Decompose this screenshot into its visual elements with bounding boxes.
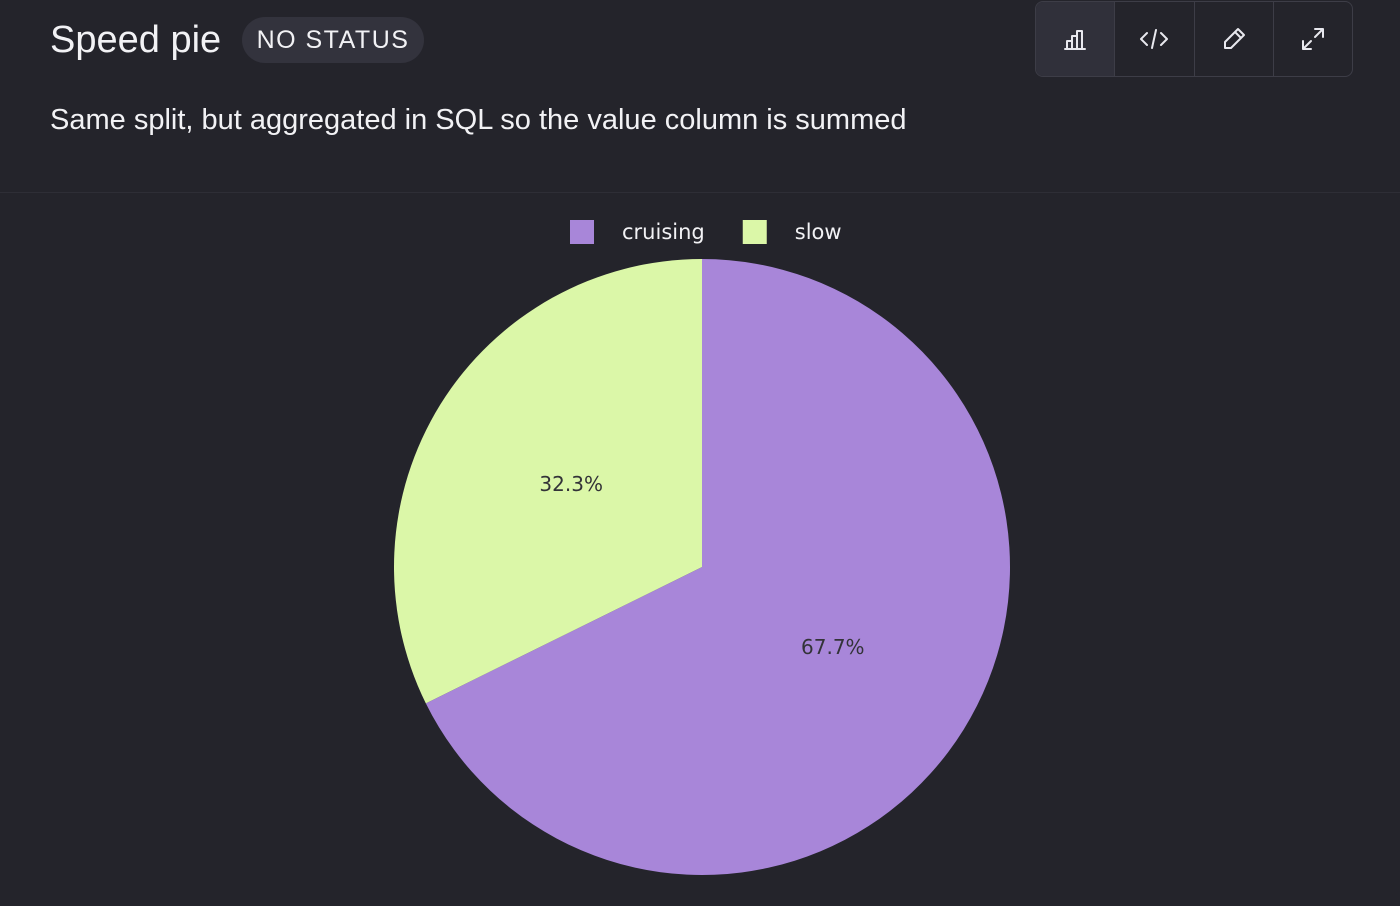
divider — [0, 192, 1400, 193]
panel-description: Same split, but aggregated in SQL so the… — [50, 104, 907, 136]
status-badge: NO STATUS — [242, 17, 424, 63]
code-view-button[interactable] — [1114, 2, 1193, 76]
chart-view-button[interactable] — [1036, 2, 1115, 76]
slice-label: 32.3% — [539, 472, 603, 496]
pie-slice — [393, 259, 702, 704]
legend-label: cruising — [622, 220, 705, 244]
toolbar — [1035, 1, 1353, 77]
edit-button[interactable] — [1193, 2, 1273, 76]
panel-title: Speed pie — [50, 19, 222, 61]
legend-swatch — [570, 220, 594, 244]
legend-label: slow — [795, 220, 842, 244]
expand-button[interactable] — [1272, 2, 1352, 76]
legend-swatch — [742, 220, 767, 244]
pie-slice — [425, 259, 1010, 875]
chart: 67.7% 32.3% cruising slow — [393, 220, 1010, 875]
slice-label: 67.7% — [801, 635, 865, 659]
